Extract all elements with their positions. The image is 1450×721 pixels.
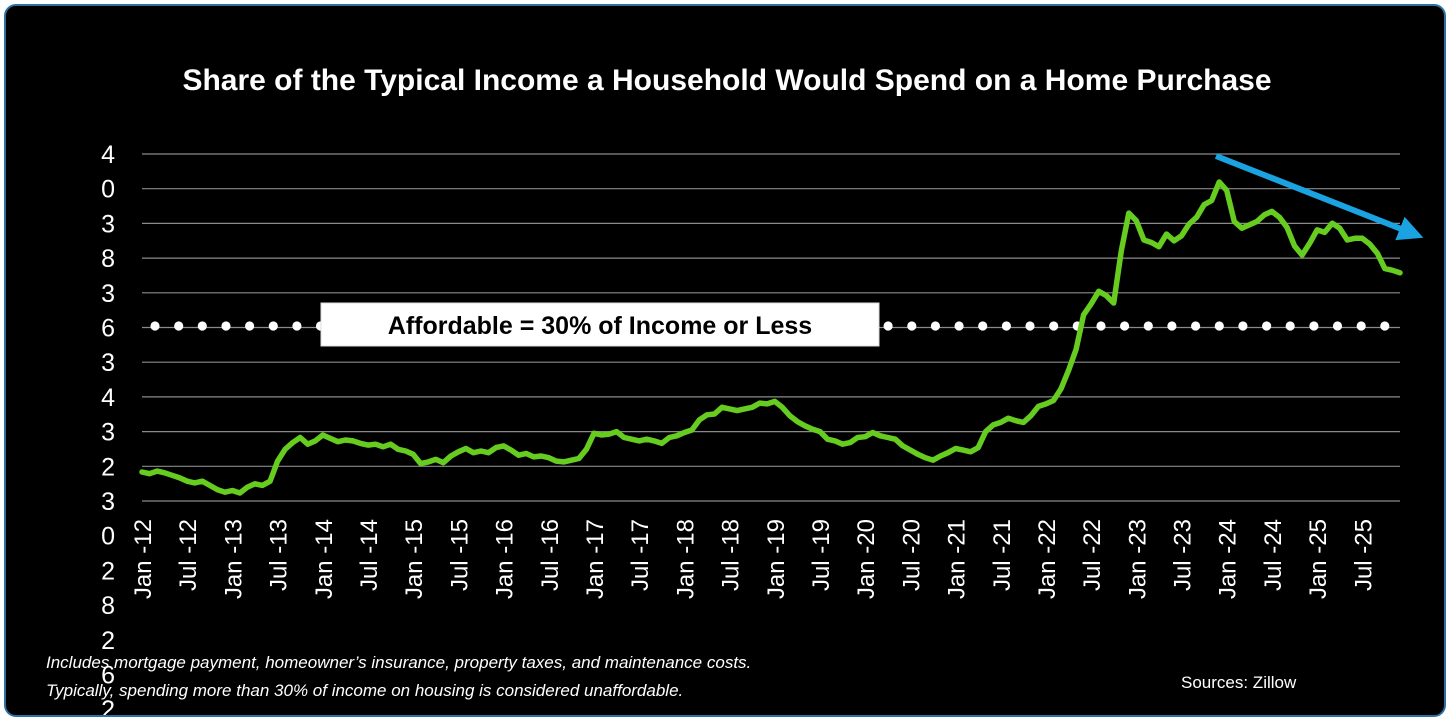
reference-dot	[1025, 321, 1035, 331]
reference-dot	[1285, 321, 1295, 331]
reference-dot	[1191, 321, 1201, 331]
x-tick-label: Jul -22	[1079, 519, 1106, 591]
x-tick-label: Jan -14	[311, 519, 338, 599]
chart-panel: Share of the Typical Income a Household …	[4, 4, 1446, 717]
reference-dot	[174, 321, 184, 331]
reference-annotation: Affordable = 30% of Income or Less	[320, 302, 880, 347]
x-tick-label: Jul -20	[898, 519, 925, 591]
x-tick-label: Jan -12	[130, 519, 157, 599]
y-tick-label: 2	[101, 453, 115, 481]
x-tick-label: Jul -12	[175, 519, 202, 591]
x-tick-label: Jul -23	[1170, 519, 1197, 591]
reference-dot	[1332, 321, 1343, 331]
x-tick-label: Jan -22	[1034, 519, 1061, 599]
x-tick-label: Jul -19	[808, 519, 835, 591]
reference-dot	[978, 321, 988, 331]
y-tick-label: 8	[101, 245, 115, 273]
reference-dot	[1049, 321, 1059, 331]
x-tick-label: Jan -20	[853, 519, 880, 599]
downtrend-arrow	[1214, 153, 1424, 241]
x-tick-label: Jan -19	[763, 519, 790, 599]
reference-dot	[150, 321, 160, 331]
chart-title: Share of the Typical Income a Household …	[182, 64, 1271, 97]
x-tick-label: Jul -24	[1260, 519, 1287, 591]
x-tick-label: Jan -23	[1124, 519, 1151, 599]
y-axis-tick-labels: 4 0 3 8 3 6 3 4 3 2 3 0 2 8 2 6 2	[101, 141, 115, 717]
reference-dot	[1309, 321, 1319, 331]
x-tick-label: Jul -14	[356, 519, 383, 591]
reference-dot	[883, 321, 893, 331]
y-tick-label: 3	[101, 210, 115, 238]
y-tick-label: 4	[101, 141, 115, 169]
reference-dot	[1120, 321, 1130, 331]
reference-dot	[930, 321, 941, 331]
income-share-series-line	[139, 179, 1403, 496]
y-tick-label: 4	[101, 384, 115, 412]
y-tick-label: 0	[101, 176, 115, 204]
series-layer	[139, 179, 1403, 496]
reference-dot	[954, 321, 964, 331]
x-tick-label: Jul -17	[627, 519, 654, 591]
y-tick-label: 0	[101, 523, 115, 551]
reference-dot	[1143, 321, 1153, 331]
y-tick-label: 2	[101, 696, 115, 717]
y-tick-label: 6	[101, 662, 115, 690]
x-tick-label: Jan -25	[1305, 519, 1332, 599]
y-tick-label: 3	[101, 349, 115, 377]
x-tick-label: Jul -13	[266, 519, 293, 591]
reference-dot	[1356, 321, 1366, 331]
y-tick-label: 3	[101, 419, 115, 447]
reference-dot	[292, 321, 302, 331]
x-tick-label: Jan -24	[1215, 519, 1242, 599]
footnote-line-1: Includes mortgage payment, homeowner’s i…	[46, 653, 751, 672]
source-note: Sources: Zillow	[1181, 673, 1297, 692]
reference-label: Affordable = 30% of Income or Less	[388, 312, 812, 340]
x-tick-label: Jan -18	[672, 519, 699, 599]
reference-dot	[1167, 321, 1177, 331]
x-tick-label: Jan -17	[582, 519, 609, 599]
y-tick-label: 2	[101, 557, 115, 585]
y-tick-label: 2	[101, 627, 115, 655]
x-tick-label: Jan -21	[944, 519, 971, 599]
reference-dot	[221, 321, 231, 331]
x-tick-label: Jan -13	[220, 519, 247, 599]
x-tick-label: Jul -16	[537, 519, 564, 591]
reference-dot	[1238, 321, 1248, 331]
x-axis-tick-labels: Jan -12 Jul -12 Jan -13 Jul -13 Jan -14 Jul -…	[130, 519, 1377, 599]
x-tick-label: Jul -18	[718, 519, 745, 591]
x-tick-label: Jan -15	[401, 519, 428, 599]
x-tick-label: Jul -15	[446, 519, 473, 591]
x-tick-label: Jul -21	[989, 519, 1016, 591]
reference-dot	[1001, 321, 1012, 331]
footnote-line-2: Typically, spending more than 30% of inc…	[46, 681, 683, 700]
reference-dot	[1214, 321, 1224, 331]
reference-dot	[197, 321, 207, 331]
reference-dot	[1262, 321, 1272, 331]
y-tick-label: 3	[101, 488, 115, 516]
x-tick-label: Jan -16	[492, 519, 519, 599]
reference-dot	[245, 321, 255, 331]
reference-dot	[268, 321, 278, 331]
reference-dot	[907, 321, 917, 331]
y-tick-label: 6	[101, 315, 115, 343]
reference-dot	[1096, 321, 1106, 331]
line-chart: Share of the Typical Income a Household …	[46, 64, 1424, 717]
reference-dot	[1380, 321, 1390, 331]
x-tick-label: Jul -25	[1350, 519, 1377, 591]
y-tick-label: 3	[101, 280, 115, 308]
y-tick-label: 8	[101, 592, 115, 620]
